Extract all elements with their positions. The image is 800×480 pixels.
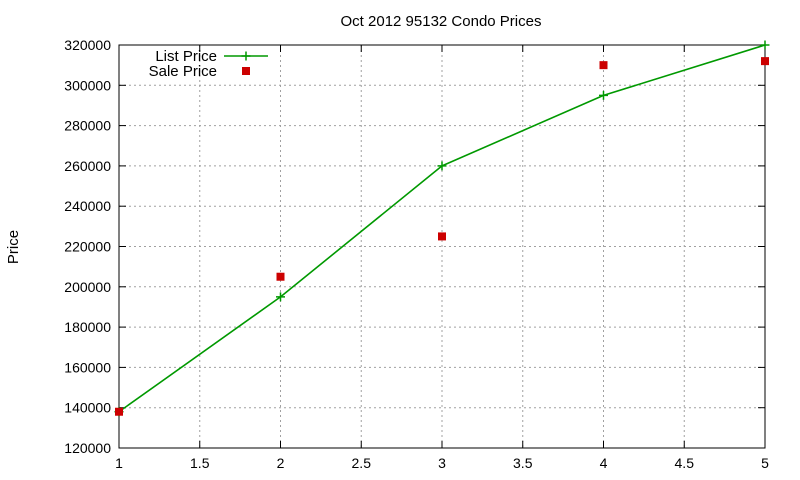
y-tick-label: 320000 <box>64 37 111 53</box>
y-tick-label: 280000 <box>64 118 111 134</box>
ticks <box>118 44 766 449</box>
y-tick-label: 140000 <box>64 400 111 416</box>
legend-sample-marker <box>241 51 251 61</box>
y-tick-label: 120000 <box>64 440 111 456</box>
x-tick-label: 3.5 <box>513 455 533 471</box>
y-tick-label: 180000 <box>64 319 111 335</box>
legend: List Price Sale Price <box>149 48 268 80</box>
x-tick-label: 4.5 <box>675 455 695 471</box>
x-tick-label: 1.5 <box>190 455 210 471</box>
y-tick-label: 160000 <box>64 359 111 375</box>
y-tick-label: 220000 <box>64 239 111 255</box>
y-axis-label: Price <box>5 230 22 264</box>
legend-label-list-price: List Price <box>155 48 217 65</box>
x-tick-label: 2 <box>277 455 285 471</box>
y-tick-label: 260000 <box>64 158 111 174</box>
series-layer <box>114 40 770 417</box>
data-point-sale-price <box>599 61 608 70</box>
y-tick-label: 300000 <box>64 77 111 93</box>
x-tick-labels: 1 1.5 2 2.5 3 3.5 4 4.5 5 <box>115 455 769 471</box>
data-point-sale-price <box>276 272 285 281</box>
data-point-list-price <box>437 161 447 171</box>
legend-label-sale-price: Sale Price <box>149 63 217 80</box>
data-point-list-price <box>276 292 285 302</box>
x-tick-label: 1 <box>115 455 123 471</box>
y-tick-labels: 120000 140000 160000 180000 200000 220000 2400… <box>64 37 111 456</box>
x-tick-label: 4 <box>600 455 608 471</box>
grid-lines <box>119 45 765 448</box>
chart-title: Oct 2012 95132 Condo Prices <box>341 13 542 30</box>
data-point-sale-price <box>438 232 446 241</box>
y-tick-label: 200000 <box>64 279 111 295</box>
y-tick-label: 240000 <box>64 198 111 214</box>
x-tick-label: 3 <box>438 455 446 471</box>
data-point-list-price <box>760 40 770 50</box>
data-point-list-price <box>599 90 608 100</box>
data-point-sale-price <box>761 57 769 66</box>
x-tick-label: 2.5 <box>352 455 372 471</box>
x-tick-label: 5 <box>761 455 769 471</box>
data-point-sale-price <box>115 407 123 416</box>
legend-sample-marker <box>242 67 250 75</box>
